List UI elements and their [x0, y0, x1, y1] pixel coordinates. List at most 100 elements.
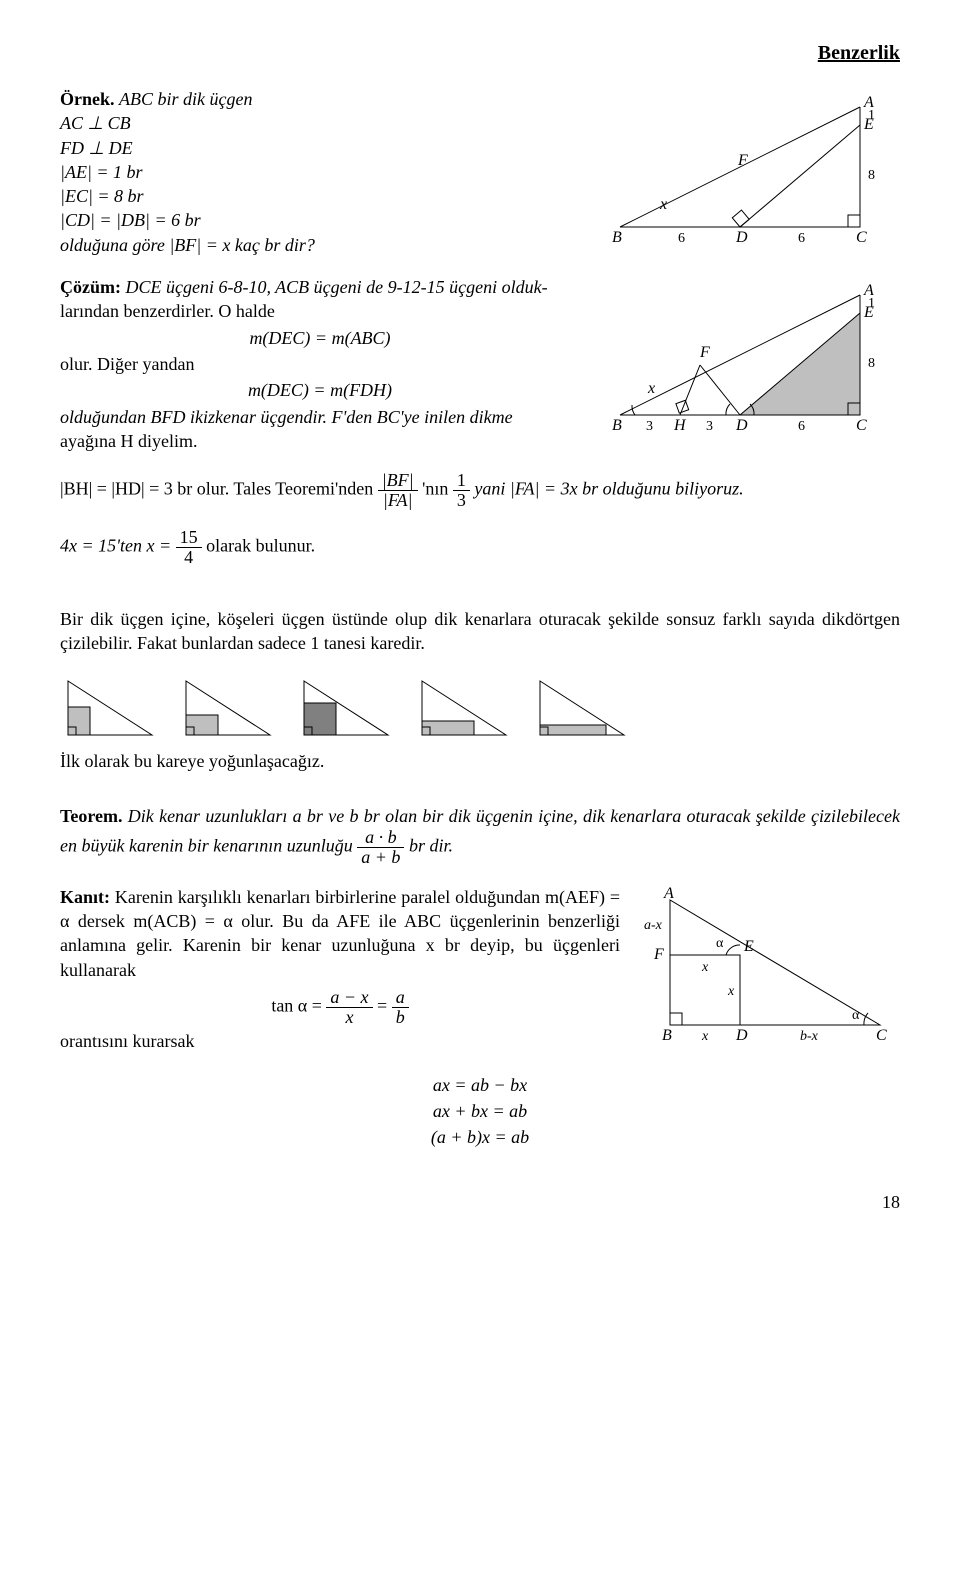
fig1-6r: 6 — [798, 231, 805, 246]
solution-text: Çözüm: DCE üçgeni 6-8-10, ACB üçgeni de … — [60, 275, 580, 453]
interlude-p2: İlk olarak bu kareye yoğunlaşacağız. — [60, 749, 900, 773]
fig3-C: C — [876, 1027, 887, 1044]
fig2-C: C — [856, 417, 867, 434]
small-tri-4 — [414, 673, 514, 743]
sol-eq2: m(DEC) = m(FDH) — [60, 378, 580, 402]
proof-eq1: ax = ab − bx — [60, 1073, 900, 1097]
proof-p1: Karenin karşılıklı kenarları birbirlerin… — [60, 887, 620, 980]
theorem-block: Teorem. Dik kenar uzunlukları a br ve b … — [60, 804, 900, 867]
theorem-frac: a · b a + b — [357, 828, 404, 867]
fig1-x: x — [659, 196, 667, 213]
example-block: Örnek. ABC bir dik üçgen AC ⊥ CB FD ⊥ DE… — [60, 87, 900, 257]
fig1-D: D — [735, 229, 748, 246]
fig1-8: 8 — [868, 168, 875, 183]
tales-frac2: 1 3 — [453, 471, 470, 510]
final-pre: 4x = 15'ten x = — [60, 535, 176, 555]
fig3-B: B — [662, 1027, 672, 1044]
small-tri-1 — [60, 673, 160, 743]
eq-sign: = — [377, 995, 392, 1015]
fig3-x1: x — [701, 960, 709, 975]
fig1-C: C — [856, 229, 867, 246]
solution-block: Çözüm: DCE üçgeni 6-8-10, ACB üçgeni de … — [60, 275, 900, 453]
proof-eq2: ax + bx = ab — [60, 1099, 900, 1123]
proof-label: Kanıt: — [60, 887, 110, 907]
fig2-H: H — [673, 417, 687, 434]
fig2-1: 1 — [868, 296, 875, 311]
theorem-den: a + b — [357, 848, 404, 867]
final-line: 4x = 15'ten x = 15 4 olarak bulunur. — [60, 528, 900, 567]
proof-text: Kanıt: Karenin karşılıklı kenarları birb… — [60, 885, 620, 1053]
header-title: Benzerlik — [818, 42, 900, 64]
fig2-3r: 3 — [706, 419, 713, 434]
final-num: 15 — [176, 528, 202, 548]
example-line4: |AE| = 1 br — [60, 162, 143, 182]
proof-p2: orantısını kurarsak — [60, 1031, 194, 1051]
theorem-text-a: Dik kenar uzunlukları a br ve b br olan … — [60, 806, 900, 856]
tales-line: |BH| = |HD| = 3 br olur. Tales Teoremi'n… — [60, 471, 900, 510]
fig3-A: A — [663, 885, 674, 902]
page-header: Benzerlik — [60, 40, 900, 67]
page-number: 18 — [882, 1192, 900, 1212]
fig3-x2: x — [727, 984, 735, 999]
tales-mid: 'nın — [422, 479, 453, 499]
theorem-num: a · b — [357, 828, 404, 848]
fig1-1: 1 — [868, 108, 875, 123]
small-tri-2 — [178, 673, 278, 743]
tales-post: yani |FA| = 3x br olduğunu biliyoruz. — [474, 479, 743, 499]
tales-one: 1 — [453, 471, 470, 491]
example-line5: |EC| = 8 br — [60, 186, 144, 206]
fig3-D: D — [735, 1027, 748, 1044]
tan-frac-r: a b — [392, 988, 409, 1027]
tan-num-l: a − x — [326, 988, 372, 1008]
sol-eq1: m(DEC) = m(ABC) — [60, 326, 580, 350]
example-label: Örnek. — [60, 89, 115, 109]
example-line2: AC ⊥ CB — [60, 113, 131, 133]
tales-num: |BF| — [378, 471, 418, 491]
fig3-ax: a-x — [644, 918, 663, 933]
fig3-bx: b-x — [800, 1029, 819, 1044]
sol-p2: olur. Diğer yandan — [60, 354, 194, 374]
tan-frac-l: a − x x — [326, 988, 372, 1027]
theorem-text-b: br dir. — [409, 835, 453, 855]
tan-num-r: a — [392, 988, 409, 1008]
example-line6: |CD| = |DB| = 6 br — [60, 210, 201, 230]
small-tri-3 — [296, 673, 396, 743]
fig3-x3: x — [701, 1029, 709, 1044]
solution-label: Çözüm: — [60, 277, 121, 297]
fig2-6: 6 — [798, 419, 805, 434]
fig2-F: F — [699, 344, 710, 361]
final-post: olarak bulunur. — [206, 535, 315, 555]
tan-den-r: b — [392, 1008, 409, 1027]
figure-2: A E B H D C F x 1 8 3 3 6 — [600, 275, 900, 445]
example-line7: olduğuna göre |BF| = x kaç br dir? — [60, 235, 315, 255]
fig1-B: B — [612, 229, 622, 246]
page-footer: 18 — [60, 1190, 900, 1214]
tan-den-l: x — [326, 1008, 372, 1027]
tales-frac: |BF| |FA| — [378, 471, 418, 510]
interlude-p1: Bir dik üçgen içine, köşeleri üçgen üstü… — [60, 607, 900, 656]
example-line3: FD ⊥ DE — [60, 138, 133, 158]
proof-eq3: (a + b)x = ab — [60, 1125, 900, 1149]
fig2-x: x — [647, 380, 655, 397]
tales-den: |FA| — [378, 491, 418, 510]
fig1-6l: 6 — [678, 231, 685, 246]
theorem-label: Teorem. — [60, 806, 123, 826]
sol-p3a: olduğundan BFD ikizkenar üçgendir. F'den… — [60, 407, 513, 427]
final-den: 4 — [176, 548, 202, 567]
tan-lhs: tan α = — [271, 995, 326, 1015]
fig3-F: F — [653, 946, 664, 963]
fig2-D: D — [735, 417, 748, 434]
fig2-3l: 3 — [646, 419, 653, 434]
fig1-F: F — [737, 152, 748, 169]
tales-pre: |BH| = |HD| = 3 br olur. Tales Teoremi'n… — [60, 479, 378, 499]
final-frac: 15 4 — [176, 528, 202, 567]
fig3-alpha2: α — [852, 1008, 860, 1023]
proof-block: Kanıt: Karenin karşılıklı kenarları birb… — [60, 885, 900, 1055]
small-triangles-row — [60, 673, 900, 743]
figure-1: A E B D C F x 1 8 6 6 — [600, 87, 900, 257]
example-text: Örnek. ABC bir dik üçgen AC ⊥ CB FD ⊥ DE… — [60, 87, 580, 257]
small-tri-5 — [532, 673, 632, 743]
fig2-B: B — [612, 417, 622, 434]
sol-p3b: ayağına H diyelim. — [60, 431, 197, 451]
sol-p1a: DCE üçgeni 6-8-10, ACB üçgeni de 9-12-15… — [126, 277, 548, 297]
